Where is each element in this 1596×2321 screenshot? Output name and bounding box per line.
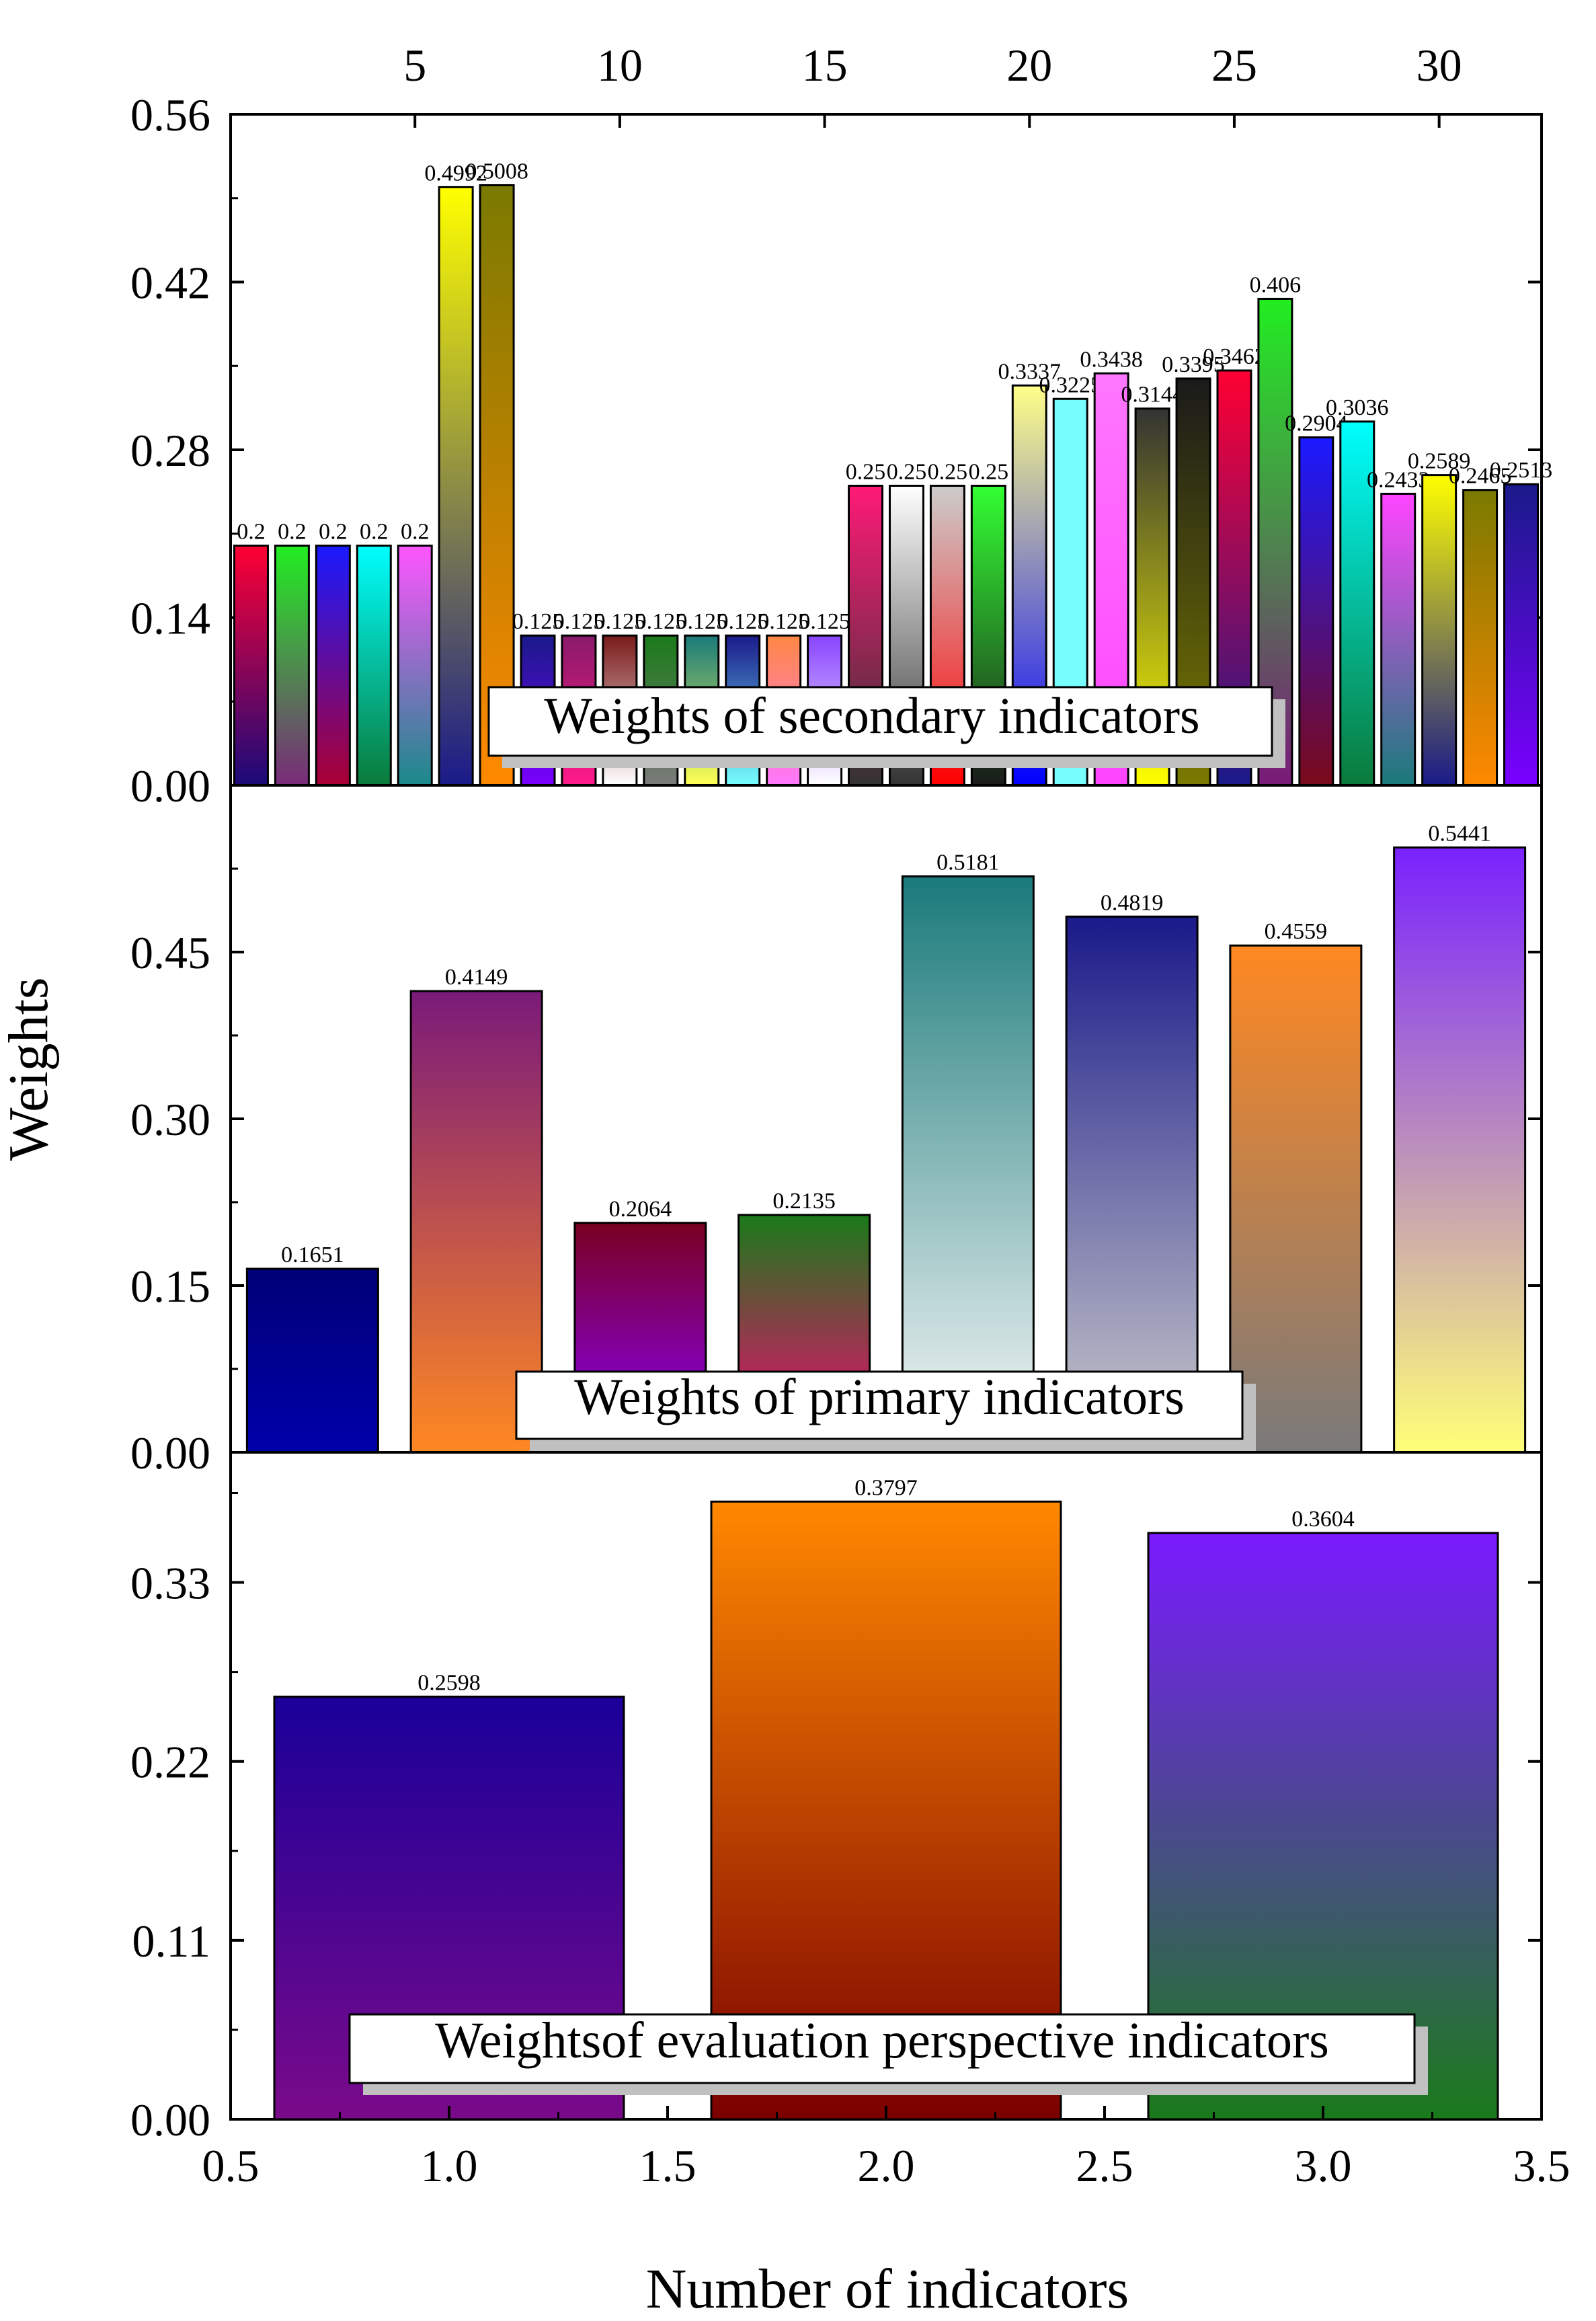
bar-value-label: 0.2589 [1408, 449, 1471, 474]
bar-value-label: 0.2433 [1367, 467, 1430, 492]
bar-4 [356, 545, 392, 787]
top-x-tick-label: 30 [1417, 40, 1462, 91]
bar-6 [438, 186, 474, 787]
y-tick-label: 0.33 [130, 1558, 210, 1609]
y-tick-label: 0.00 [130, 1427, 210, 1479]
bar-value-label: 0.3036 [1326, 395, 1389, 420]
top-x-tick-label: 10 [597, 40, 643, 91]
panel-title: Weights of primary indicators [574, 1369, 1185, 1425]
y-tick-label: 0.42 [130, 258, 210, 309]
panel-title: Weightsof evaluation perspective indicat… [435, 2012, 1329, 2069]
bar-value-label: 0.125 [717, 609, 768, 634]
y-tick-label: 0.22 [130, 1737, 210, 1788]
bar-value-label: 0.3144 [1121, 383, 1184, 407]
bar-value-label: 0.2513 [1490, 458, 1553, 483]
bar-value-label: 0.2598 [417, 1670, 481, 1695]
y-tick-label: 0.00 [130, 2094, 210, 2146]
x-tick-label: 3.5 [1513, 2140, 1570, 2191]
title-box [348, 2013, 1416, 2084]
bar-value-label: 0.3797 [854, 1475, 918, 1500]
bar-value-label: 0.4819 [1101, 890, 1164, 915]
bar-value-label: 0.125 [553, 609, 605, 634]
bar-value-label: 0.5008 [465, 159, 528, 184]
bar-30 [1421, 474, 1458, 787]
title-box [515, 1370, 1244, 1440]
y-tick-label: 0.45 [130, 927, 210, 978]
panel-2: 0.00 0.15 0.30 0.45 0.1651 0.4149 0.2064 0.2135… [130, 784, 1543, 1479]
bar-value-label: 0.125 [799, 609, 850, 634]
bar-value-label: 0.125 [594, 609, 646, 634]
bar-value-label: 0.3438 [1080, 347, 1143, 372]
bar-value-label: 0.2135 [772, 1189, 836, 1214]
bar-6 [1065, 915, 1199, 1454]
bar-value-label: 0.125 [758, 609, 809, 634]
x-tick-label: 0.5 [202, 2140, 260, 2191]
x-tick-label: 3.0 [1295, 2140, 1352, 2191]
bar-value-label: 0.2 [401, 520, 430, 545]
bar-value-label: 0.2465 [1449, 464, 1512, 489]
top-x-tick-label: 20 [1006, 40, 1052, 91]
bar-27 [1298, 436, 1334, 787]
panel-1: 0.00 0.14 0.28 0.42 0.56 0.2 0.2 0.2 0.2 0.2 0.499… [130, 40, 1552, 812]
y-tick-label: 0.28 [130, 425, 210, 476]
y-tick-label: 0.56 [130, 89, 210, 141]
bar-2 [274, 545, 310, 787]
x-tick-label: 1.5 [639, 2140, 696, 2191]
bar-value-label: 0.4559 [1265, 919, 1328, 944]
bar-5 [901, 875, 1035, 1454]
x-tick-label: 2.5 [1076, 2140, 1133, 2191]
y-tick-label: 0.00 [130, 760, 210, 812]
bar-value-label: 0.3604 [1291, 1507, 1355, 1532]
bar-value-label: 0.2904 [1285, 411, 1348, 436]
bar-value-label: 0.125 [676, 609, 728, 634]
top-x-tick-label: 25 [1211, 40, 1257, 91]
bar-value-label: 0.3225 [1039, 372, 1102, 397]
bar-value-label: 0.25 [969, 459, 1009, 484]
bar-value-label: 0.25 [846, 459, 886, 484]
y-tick-label: 0.11 [132, 1916, 210, 1967]
bar-value-label: 0.3337 [998, 359, 1062, 384]
bar-value-label: 0.5441 [1428, 821, 1491, 846]
panel-title: Weights of secondary indicators [544, 688, 1199, 744]
bar-value-label: 0.2064 [609, 1197, 672, 1222]
y-tick-label: 0.30 [130, 1094, 210, 1145]
bar-value-label: 0.1651 [281, 1243, 344, 1267]
bar-value-label: 0.406 [1250, 272, 1302, 297]
y-tick-label: 0.14 [130, 593, 210, 644]
x-tick-label: 1.0 [421, 2140, 478, 2191]
panel-3: 0.00 0.11 0.22 0.33 0.2598 0.3797 0.3604 Weight… [130, 1451, 1570, 2191]
top-x-tick-label: 5 [403, 40, 426, 91]
x-tick-label: 2.0 [858, 2140, 915, 2191]
bar-value-label: 0.3462 [1203, 344, 1266, 369]
x-axis-title: Number of indicators [646, 2258, 1129, 2320]
bar-value-label: 0.5181 [936, 850, 1000, 875]
bar-value-label: 0.2 [237, 520, 266, 545]
y-tick-label: 0.15 [130, 1261, 210, 1312]
bar-7 [479, 184, 515, 787]
bar-5 [397, 545, 433, 787]
bar-value-label: 0.2 [278, 520, 307, 545]
bar-value-label: 0.4149 [445, 965, 508, 990]
bar-value-label: 0.25 [887, 459, 927, 484]
bar-value-label: 0.2 [319, 520, 348, 545]
bar-7 [1229, 944, 1363, 1454]
top-x-tick-label: 15 [802, 40, 848, 91]
bar-1 [245, 1267, 379, 1454]
bar-31 [1462, 489, 1499, 787]
y-axis-title: Weights [0, 977, 60, 1160]
bar-3 [315, 545, 351, 787]
bar-value-label: 0.125 [512, 609, 564, 634]
bar-29 [1380, 492, 1417, 787]
title-box [487, 686, 1273, 757]
bar-28 [1339, 420, 1375, 787]
bar-value-label: 0.2 [360, 520, 389, 545]
bar-8 [1393, 846, 1527, 1454]
bar-32 [1503, 483, 1540, 787]
bar-value-label: 0.125 [635, 609, 687, 634]
bar-value-label: 0.25 [928, 459, 968, 484]
bar-value-label: 0.4992 [424, 161, 487, 186]
bar-1 [233, 545, 269, 787]
bar-value-label: 0.3395 [1162, 352, 1225, 377]
